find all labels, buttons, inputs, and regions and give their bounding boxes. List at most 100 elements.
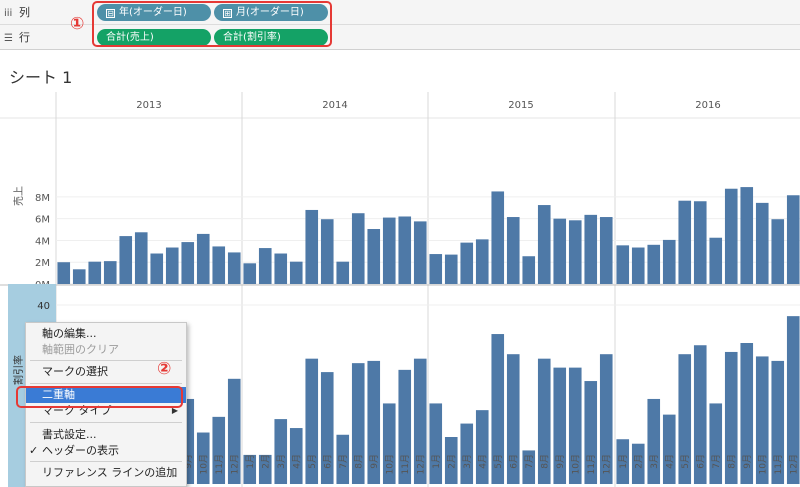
bar-discount-2014-3 bbox=[274, 419, 288, 484]
month-label: 5月 bbox=[680, 454, 691, 469]
bar-sales-2015-2 bbox=[444, 254, 458, 284]
menu-item-2[interactable]: マークの選択 bbox=[26, 364, 186, 380]
bar-sales-2016-11 bbox=[771, 219, 785, 284]
bar-discount-2013-11 bbox=[212, 416, 226, 484]
bar-discount-2015-11 bbox=[584, 381, 598, 484]
month-label: 10月 bbox=[757, 454, 768, 474]
menu-item-7[interactable]: リファレンス ラインの追加 bbox=[26, 465, 186, 481]
top-axis-title: 売上 bbox=[12, 186, 25, 206]
bar-discount-2013-12 bbox=[227, 378, 241, 484]
menu-separator bbox=[30, 383, 182, 384]
bar-discount-2015-6 bbox=[506, 354, 520, 484]
bar-sales-2013-8 bbox=[165, 247, 179, 284]
bar-discount-2016-3 bbox=[647, 398, 661, 484]
month-label: 2月 bbox=[260, 454, 271, 469]
bar-sales-2013-9 bbox=[181, 242, 195, 284]
month-label: 12月 bbox=[601, 454, 612, 474]
month-label: 7月 bbox=[711, 454, 722, 469]
bar-discount-2016-5 bbox=[678, 354, 692, 484]
bar-sales-2014-9 bbox=[367, 229, 381, 284]
month-label: 7月 bbox=[524, 454, 535, 469]
bar-discount-2015-8 bbox=[537, 358, 551, 484]
bar-sales-2015-1 bbox=[429, 254, 443, 284]
bar-sales-2015-11 bbox=[584, 214, 598, 284]
menu-item-label: 軸の編集... bbox=[42, 327, 97, 340]
columns-shelf[interactable]: iii 列 ⊟ 年(オーダー日) ⊞ 月(オーダー日) bbox=[0, 0, 800, 25]
month-label: 9月 bbox=[742, 454, 753, 469]
month-label: 11月 bbox=[586, 454, 597, 474]
collapse-icon[interactable]: ⊟ bbox=[106, 9, 115, 18]
bar-sales-2015-10 bbox=[568, 220, 582, 284]
bar-discount-2016-4 bbox=[662, 414, 676, 484]
bar-discount-2014-11 bbox=[398, 369, 412, 484]
bar-sales-2013-6 bbox=[134, 232, 148, 284]
annotation-box-2 bbox=[16, 386, 183, 408]
columns-icon: iii bbox=[4, 8, 13, 19]
bar-discount-2014-1 bbox=[243, 454, 257, 484]
bar-sales-2015-5 bbox=[491, 191, 505, 284]
bar-discount-2016-12 bbox=[786, 316, 800, 484]
bottom-axis-title: 割引率 bbox=[12, 355, 25, 385]
menu-separator bbox=[30, 360, 182, 361]
bar-discount-2015-1 bbox=[429, 403, 443, 484]
bar-sales-2013-1 bbox=[57, 262, 71, 284]
month-label: 11月 bbox=[400, 454, 411, 474]
bar-discount-2014-9 bbox=[367, 360, 381, 484]
month-label: 2月 bbox=[446, 454, 457, 469]
bar-sales-2016-1 bbox=[616, 245, 630, 284]
sum-sales-pill[interactable]: 合計(売上) bbox=[97, 29, 211, 46]
month-label: 12月 bbox=[229, 454, 240, 474]
menu-item-1: 軸範囲のクリア bbox=[26, 342, 186, 358]
bar-discount-2014-5 bbox=[305, 358, 319, 484]
expand-icon[interactable]: ⊞ bbox=[223, 9, 232, 18]
month-label: 6月 bbox=[322, 454, 333, 469]
month-label: 6月 bbox=[508, 454, 519, 469]
menu-item-0[interactable]: 軸の編集... bbox=[26, 326, 186, 342]
month-label: 9月 bbox=[183, 454, 194, 469]
bar-sales-2015-9 bbox=[553, 218, 567, 284]
bar-sales-2014-11 bbox=[398, 216, 412, 284]
bar-discount-2013-10 bbox=[196, 432, 210, 484]
year-order-date-pill[interactable]: ⊟ 年(オーダー日) bbox=[97, 4, 211, 21]
month-label: 11月 bbox=[773, 454, 784, 474]
sheet-title: シート 1 bbox=[9, 68, 73, 87]
bar-discount-2015-4 bbox=[475, 410, 489, 484]
menu-item-label: マークの選択 bbox=[42, 365, 108, 378]
bar-sales-2016-8 bbox=[724, 188, 738, 284]
bar-discount-2016-10 bbox=[755, 356, 769, 484]
month-label: 9月 bbox=[555, 454, 566, 469]
bar-sales-2013-4 bbox=[103, 261, 117, 284]
bar-sales-2016-6 bbox=[693, 201, 707, 284]
submenu-arrow-icon: ▶ bbox=[171, 406, 178, 415]
menu-item-label: 軸範囲のクリア bbox=[42, 343, 119, 356]
year-header-2013: 2013 bbox=[136, 100, 161, 111]
bar-discount-2015-2 bbox=[444, 437, 458, 484]
month-label: 12月 bbox=[415, 454, 426, 474]
bar-discount-2014-10 bbox=[382, 403, 396, 484]
bar-sales-2016-10 bbox=[755, 202, 769, 284]
sum-discount-pill[interactable]: 合計(割引率) bbox=[214, 29, 328, 46]
bar-sales-2015-6 bbox=[506, 217, 520, 284]
bar-discount-2015-9 bbox=[553, 367, 567, 484]
month-label: 3月 bbox=[649, 454, 660, 469]
month-label: 5月 bbox=[307, 454, 318, 469]
month-label: 5月 bbox=[493, 454, 504, 469]
menu-item-6[interactable]: ✓ ヘッダーの表示 bbox=[26, 443, 186, 459]
menu-separator bbox=[30, 461, 182, 462]
month-label: 10月 bbox=[570, 454, 581, 474]
check-icon: ✓ bbox=[29, 444, 39, 457]
menu-item-label: ヘッダーの表示 bbox=[42, 444, 119, 457]
month-label: 6月 bbox=[695, 454, 706, 469]
month-order-date-pill[interactable]: ⊞ 月(オーダー日) bbox=[214, 4, 328, 21]
bar-sales-2014-6 bbox=[320, 219, 334, 284]
bar-discount-2016-11 bbox=[771, 360, 785, 484]
bar-sales-2016-12 bbox=[786, 195, 800, 284]
menu-item-label: 書式設定... bbox=[42, 428, 97, 441]
menu-item-3[interactable]: 二重軸 bbox=[26, 387, 186, 403]
bar-sales-2013-3 bbox=[88, 261, 102, 284]
menu-separator bbox=[30, 422, 182, 423]
bar-discount-2014-4 bbox=[289, 428, 303, 484]
menu-item-5[interactable]: 書式設定... bbox=[26, 427, 186, 443]
bottom-axis-tick: 40 bbox=[37, 301, 50, 312]
month-label: 4月 bbox=[664, 454, 675, 469]
